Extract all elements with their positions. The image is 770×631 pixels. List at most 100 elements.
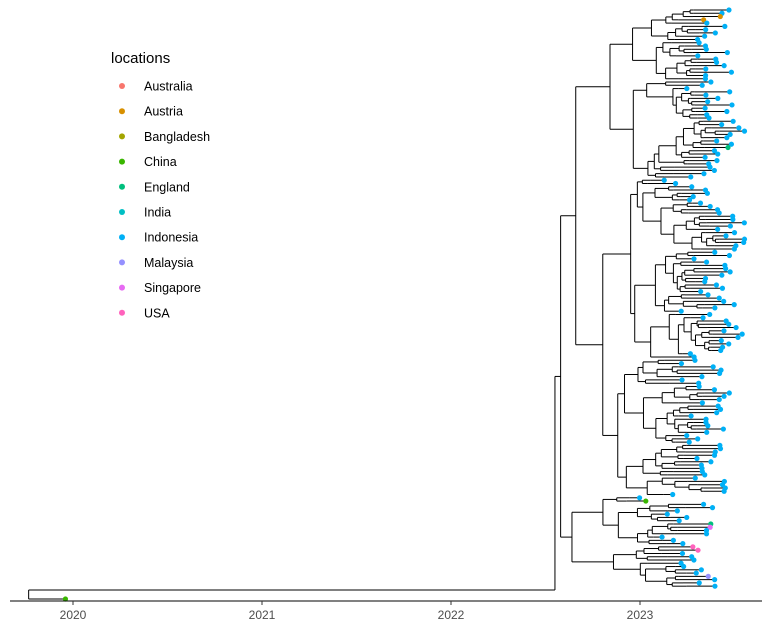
legend-key: [119, 284, 125, 291]
tree-tip: [643, 498, 649, 504]
legend-label: Bangladesh: [144, 130, 210, 144]
tree-tip: [716, 370, 723, 376]
tree-tip: [698, 567, 704, 573]
tree-tip: [721, 393, 727, 399]
tree-tip: [701, 171, 707, 177]
tree-tip: [699, 82, 705, 88]
x-tick-label: 2022: [438, 608, 465, 622]
tree-tip: [722, 23, 728, 29]
tree-tip: [711, 167, 717, 174]
tree-tip: [711, 148, 718, 154]
tree-tip: [699, 374, 705, 380]
tree-tip: [735, 334, 741, 340]
tree-tip: [718, 347, 724, 354]
tree-tip: [696, 580, 702, 586]
tree-tip: [688, 174, 694, 180]
tree-tip: [664, 511, 670, 517]
tree-tip: [730, 216, 736, 223]
tree-tip: [707, 203, 713, 210]
legend-entries: Australia Austria Bangladesh China England In…: [119, 80, 210, 320]
tree-tip: [687, 351, 693, 357]
tree-tip: [716, 396, 722, 403]
tree-tip: [723, 233, 729, 239]
legend-key: [119, 133, 125, 140]
tree-tip: [702, 154, 708, 160]
tree-tip: [674, 508, 680, 514]
tree-tip: [697, 200, 704, 206]
legend-key: [119, 259, 125, 266]
tree-tip: [684, 514, 690, 521]
tree-tip: [680, 541, 686, 547]
tree-tip: [727, 89, 733, 95]
tree-tip: [718, 338, 724, 344]
tree-tip: [670, 491, 676, 498]
tree-tip: [62, 596, 69, 602]
tree-tip: [717, 446, 724, 452]
tree-tip: [724, 49, 730, 56]
tree-tip: [684, 85, 690, 92]
tree-tip: [706, 115, 712, 121]
tree-tip: [679, 377, 685, 383]
tree-tip: [726, 252, 733, 259]
tree-tip: [696, 40, 702, 46]
tree-tip: [715, 95, 721, 101]
tree-tip: [713, 59, 720, 65]
tree-tip: [721, 488, 727, 494]
tree-tip: [741, 239, 747, 246]
tree-tip: [723, 266, 729, 272]
tree-tip: [710, 364, 716, 370]
tree-tip: [727, 131, 733, 138]
tree-tip: [714, 157, 720, 164]
tree-tip: [714, 138, 720, 144]
tree-tip: [691, 256, 697, 262]
tree-tip: [700, 501, 707, 507]
tree-tip: [709, 505, 716, 511]
tree-tip: [707, 311, 713, 318]
tree-tip: [705, 423, 711, 429]
tree-tip: [712, 577, 718, 583]
tree-tip: [704, 20, 710, 26]
tree-tip: [711, 387, 718, 393]
tree-tip: [727, 223, 733, 229]
tree-tip: [708, 459, 714, 465]
tree-tip: [679, 550, 686, 557]
tree-tip: [717, 406, 724, 412]
legend: locations Australia Austria Bangladesh Chin…: [111, 50, 210, 320]
tree-tip: [714, 410, 720, 416]
tree-tip: [712, 305, 718, 311]
tree-tip: [713, 282, 720, 288]
tree-tip: [741, 220, 747, 226]
legend-key: [119, 209, 125, 215]
tree-branches: [28, 9, 745, 600]
tree-tip: [690, 194, 696, 200]
tree-tip: [716, 295, 722, 301]
tree-tip: [701, 17, 707, 23]
tree-tip: [716, 210, 722, 216]
tree-tip: [731, 246, 737, 252]
tree-tip: [741, 128, 748, 134]
tree-tip: [690, 544, 696, 550]
tree-tip: [699, 400, 705, 406]
tree-tip: [703, 259, 710, 265]
tree-tip: [733, 324, 739, 331]
legend-label: USA: [144, 306, 170, 320]
legend-key: [119, 158, 125, 165]
tree-tip: [702, 105, 708, 111]
tree-tip: [708, 79, 714, 85]
legend-key: [119, 183, 125, 190]
tree-tip: [695, 436, 701, 442]
tree-tip: [689, 184, 695, 190]
x-tick-label: 2020: [60, 608, 87, 622]
tree-tip: [702, 472, 708, 478]
tree-tip: [721, 63, 727, 69]
tree-tip: [712, 30, 718, 36]
legend-key: [119, 108, 125, 115]
tree-tip: [691, 557, 697, 563]
tree-tip: [696, 383, 702, 390]
tree-tip: [702, 279, 708, 285]
tree-tip: [703, 27, 709, 33]
tree-tip: [705, 292, 711, 298]
tree-tip: [736, 125, 742, 131]
legend-label: Singapore: [144, 281, 201, 295]
tree-tip: [726, 7, 732, 13]
